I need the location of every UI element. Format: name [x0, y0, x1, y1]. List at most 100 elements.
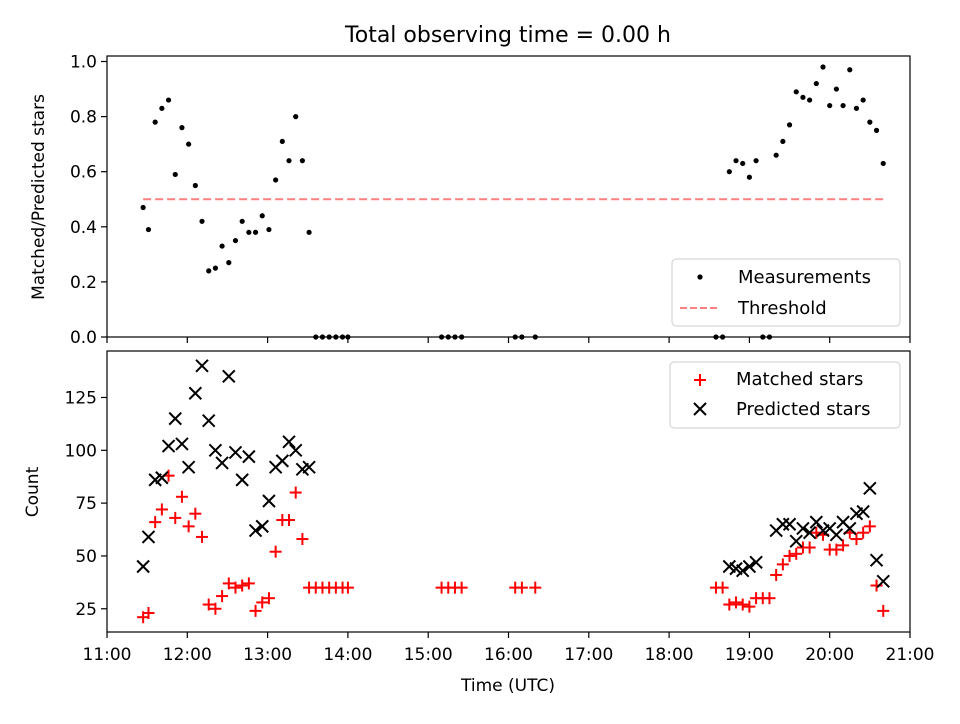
- measurement-point: [252, 229, 259, 235]
- measurement-point: [246, 229, 252, 235]
- matched-stars-point: [837, 539, 850, 552]
- matched-stars-point: [236, 579, 249, 592]
- measurement-point: [212, 265, 219, 271]
- predicted-stars-point: [215, 456, 229, 470]
- predicted-stars-point: [843, 521, 857, 536]
- top-y-tick-label: 0.2: [70, 273, 97, 293]
- bottom-plot-area: 25 50 75 100 125 11:00 12:00 13:00 14:00 15:00 16:…: [65, 350, 935, 665]
- predicted-stars-point: [202, 414, 216, 428]
- measurement-point: [206, 268, 212, 274]
- matched-stars-point: [743, 600, 756, 613]
- matched-stars-point: [149, 516, 162, 529]
- measurement-point: [820, 64, 826, 70]
- predicted-stars-point: [262, 494, 276, 508]
- measurement-point: [780, 138, 786, 145]
- matched-stars-point: [803, 541, 816, 554]
- top-y-tick-label: 1.0: [70, 53, 97, 73]
- legend-predicted-marker: [693, 402, 707, 416]
- legend-predicted-label: Predicted stars: [736, 399, 870, 420]
- x-tick-label: 11:00: [83, 645, 132, 665]
- bottom-y-tick-label: 75: [75, 494, 97, 514]
- legend-measurements-label: Measurements: [738, 267, 871, 288]
- predicted-stars-point: [789, 534, 803, 548]
- matched-stars-point: [716, 581, 729, 594]
- matched-stars-point: [249, 604, 262, 617]
- measurement-point: [179, 125, 185, 131]
- measurement-point: [226, 260, 232, 266]
- predicted-stars-point: [869, 553, 884, 567]
- top-y-tick-label: 0.8: [70, 108, 97, 128]
- matched-stars-point: [857, 526, 870, 539]
- measurement-point: [232, 237, 239, 244]
- matched-stars-point: [202, 598, 215, 611]
- top-chart-title: Total observing time = 0.00 h: [344, 23, 671, 48]
- matched-stars-point: [242, 577, 255, 590]
- predicted-stars-point: [175, 437, 189, 451]
- top-y-axis-label: Matched/Predicted stars: [29, 94, 49, 300]
- x-tick-label: 20:00: [805, 645, 854, 665]
- predicted-stars-point: [255, 519, 269, 534]
- matched-stars-point: [830, 543, 843, 556]
- measurement-point: [786, 122, 793, 128]
- matched-stars-point: [763, 592, 776, 605]
- measurement-point: [873, 127, 880, 133]
- matched-stars-point: [770, 568, 783, 581]
- measurement-point: [807, 97, 813, 103]
- x-tick-label: 21:00: [886, 645, 935, 665]
- x-tick-label: 15:00: [404, 645, 453, 665]
- measurement-point: [239, 218, 245, 224]
- matched-stars-point: [196, 530, 209, 543]
- predicted-stars-point: [155, 471, 169, 485]
- measurement-point: [259, 213, 265, 219]
- bottom-y-tick-label: 25: [75, 600, 97, 620]
- matched-stars-point: [216, 590, 229, 603]
- predicted-stars-point: [288, 443, 303, 458]
- matched-stars-point: [341, 581, 354, 594]
- matched-stars-point: [189, 507, 202, 520]
- matched-stars-point: [283, 514, 296, 527]
- x-tick-label: 14:00: [323, 645, 372, 665]
- measurement-point: [853, 105, 860, 111]
- legend-measurements-marker: [697, 274, 703, 280]
- predicted-stars-point: [856, 504, 870, 519]
- top-axes-frame: [106, 55, 911, 338]
- bottom-y-tick-label: 125: [65, 388, 97, 408]
- measurement-point: [306, 229, 312, 235]
- matched-stars-point: [790, 547, 803, 560]
- predicted-stars-point: [222, 369, 236, 384]
- predicted-stars-point: [136, 559, 150, 574]
- measurement-point: [813, 80, 819, 87]
- predicted-stars-point: [228, 445, 243, 460]
- measurement-point: [840, 102, 846, 109]
- matched-stars-point: [870, 579, 883, 592]
- matched-stars-point: [730, 596, 743, 609]
- measurement-point: [740, 160, 746, 167]
- matched-stars-point: [169, 511, 182, 524]
- matched-stars-point: [262, 592, 275, 605]
- measurement-point: [833, 86, 839, 92]
- matched-stars-point: [142, 606, 155, 619]
- measurement-point: [800, 94, 806, 100]
- x-tick-label: 13:00: [243, 645, 292, 665]
- top-y-tick-label: 0.4: [70, 218, 97, 238]
- top-plot-area: 0.0 0.2 0.4 0.6 0.8 1.0: [70, 53, 911, 348]
- x-axis-label: Time (UTC): [460, 676, 555, 696]
- bottom-y-tick-label: 50: [75, 547, 97, 567]
- measurement-point: [867, 119, 873, 125]
- measurement-point: [266, 226, 272, 233]
- x-tick-label: 12:00: [163, 645, 212, 665]
- x-tick-label: 19:00: [725, 645, 774, 665]
- predicted-stars-point: [736, 564, 750, 578]
- measurement-point: [299, 158, 305, 164]
- matched-stars-point: [863, 520, 876, 533]
- legend-matched-marker: [694, 374, 706, 386]
- predicted-stars-point: [742, 559, 757, 574]
- predicted-stars-point: [235, 473, 249, 487]
- measurement-point: [159, 105, 165, 111]
- matched-stars-point: [229, 581, 242, 594]
- bottom-y-axis-label: Count: [23, 466, 43, 517]
- matched-stars-point: [455, 581, 468, 594]
- matched-stars-point: [256, 596, 269, 609]
- top-y-tick-label: 0.0: [70, 328, 97, 348]
- predicted-stars-point: [275, 454, 290, 468]
